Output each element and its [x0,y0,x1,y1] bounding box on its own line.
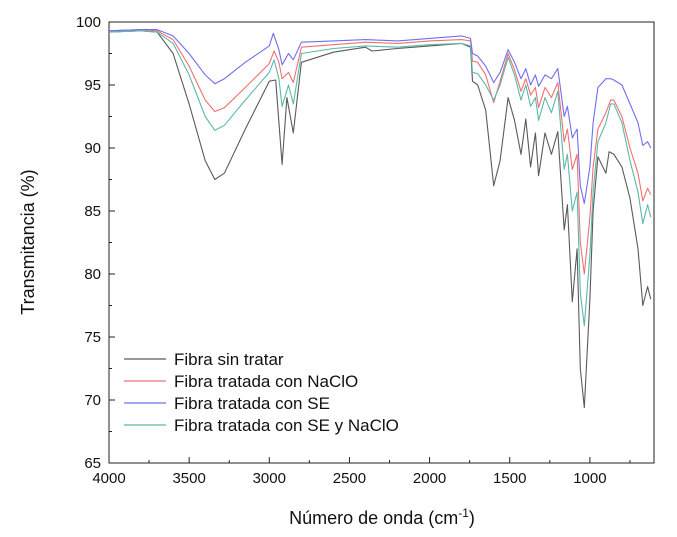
y-tick-label: 95 [84,77,101,94]
y-axis-title: Transmitancia (%) [18,169,38,314]
legend-label: Fibra tratada con SE y NaClO [174,416,399,435]
y-tick-label: 75 [84,329,101,346]
y-tick-label: 90 [84,140,101,157]
y-tick-label: 85 [84,203,101,220]
y-tick-label: 65 [84,455,101,472]
y-tick-label: 80 [84,266,101,283]
x-axis-title-superscript: -1 [458,506,469,520]
legend: Fibra sin tratar Fibra tratada con NaClO F… [124,350,399,435]
x-tick-label: 3500 [172,470,205,487]
y-tick-label: 100 [76,14,101,31]
x-axis: 4000 3500 3000 2500 2000 1500 1000 [92,457,631,487]
legend-label: Fibra tratada con SE [174,394,330,413]
x-tick-label: 3000 [253,470,286,487]
legend-label: Fibra tratada con NaClO [174,372,358,391]
series-line [108,30,652,327]
plot-area [108,21,655,464]
x-tick-label: 2500 [333,470,366,487]
x-tick-label: 1000 [573,470,606,487]
x-axis-title-close: ) [469,508,475,528]
series-lines [108,29,652,409]
y-axis: 65 70 75 80 85 90 95 100 [76,14,115,472]
legend-label: Fibra sin tratar [174,350,284,369]
series-line [108,29,652,204]
x-tick-label: 2000 [413,470,446,487]
series-line [108,29,652,275]
y-tick-label: 70 [84,392,101,409]
x-tick-label: 1500 [493,470,526,487]
x-axis-title: Número de onda (cm-1) [289,506,475,528]
series-line [108,30,652,409]
x-tick-label: 4000 [92,470,125,487]
x-axis-title-main: Número de onda (cm [289,508,458,528]
